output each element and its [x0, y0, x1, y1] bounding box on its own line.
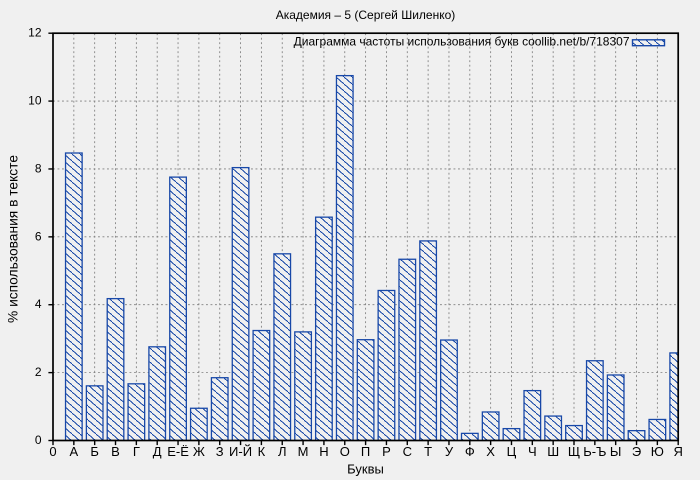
svg-text:Г: Г — [133, 444, 140, 459]
svg-text:В: В — [111, 444, 120, 459]
svg-text:Диаграмма частоты использовани: Диаграмма частоты использования букв coo… — [294, 34, 630, 48]
svg-text:8: 8 — [35, 161, 42, 175]
svg-text:С: С — [403, 444, 412, 459]
svg-text:0: 0 — [35, 433, 42, 447]
svg-text:Т: Т — [424, 444, 432, 459]
svg-text:6: 6 — [35, 229, 42, 243]
svg-text:И-Й: И-Й — [229, 444, 252, 459]
svg-text:Ч: Ч — [528, 444, 537, 459]
svg-text:Ь-Ъ: Ь-Ъ — [583, 444, 606, 459]
svg-text:Ю: Ю — [651, 444, 664, 459]
svg-text:Ш: Ш — [547, 444, 559, 459]
svg-text:Ы: Ы — [610, 444, 622, 459]
svg-text:А: А — [70, 444, 79, 459]
svg-text:% использования в тексте: % использования в тексте — [5, 155, 20, 323]
svg-text:Д: Д — [153, 444, 162, 459]
svg-text:4: 4 — [35, 297, 42, 311]
svg-text:Э: Э — [632, 444, 641, 459]
svg-text:П: П — [361, 444, 370, 459]
svg-text:10: 10 — [28, 94, 42, 108]
svg-text:Н: Н — [319, 444, 328, 459]
svg-text:М: М — [298, 444, 309, 459]
svg-text:Х: Х — [486, 444, 495, 459]
svg-text:Ф: Ф — [465, 444, 475, 459]
svg-text:2: 2 — [35, 365, 42, 379]
svg-text:О: О — [340, 444, 350, 459]
svg-text:Е-Ё: Е-Ё — [167, 444, 189, 459]
svg-text:Буквы: Буквы — [347, 462, 384, 477]
svg-text:К: К — [258, 444, 266, 459]
svg-text:Щ: Щ — [568, 444, 580, 459]
svg-text:Р: Р — [382, 444, 391, 459]
svg-text:12: 12 — [28, 26, 42, 40]
svg-text:Ж: Ж — [193, 444, 205, 459]
svg-text:Я: Я — [674, 444, 683, 459]
svg-text:Ц: Ц — [507, 444, 517, 459]
svg-text:З: З — [216, 444, 224, 459]
svg-text:0: 0 — [49, 444, 56, 459]
svg-text:Академия – 5 (Сергей Шиленко): Академия – 5 (Сергей Шиленко) — [276, 8, 456, 22]
svg-text:Л: Л — [278, 444, 287, 459]
svg-text:Б: Б — [90, 444, 99, 459]
svg-text:У: У — [445, 444, 454, 459]
